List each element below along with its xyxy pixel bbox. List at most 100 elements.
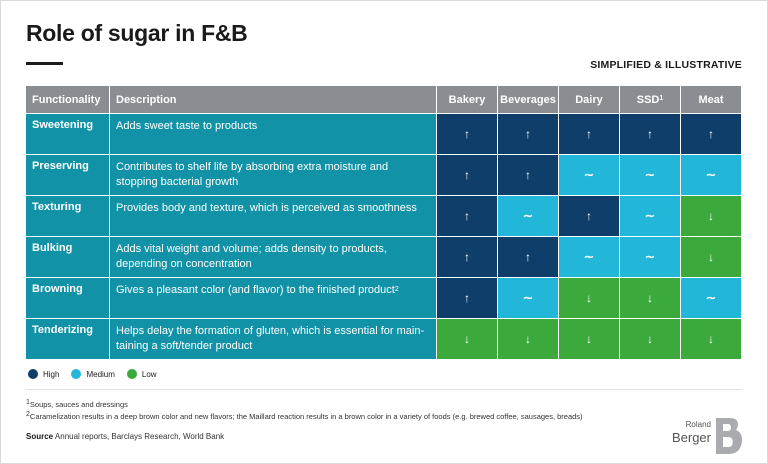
row-description: Provides body and texture, which is perc… <box>110 196 437 237</box>
table-row: Texturing Provides body and texture, whic… <box>26 196 742 237</box>
level-cell-ssd: ↓ <box>620 319 681 360</box>
row-description-text: Adds vital weight and volume; adds densi… <box>116 243 387 270</box>
legend-medium-label: Medium <box>86 369 115 379</box>
level-high-icon: ↑ <box>586 209 592 223</box>
level-high-icon: ↑ <box>525 168 531 182</box>
level-cell-beverages: ∼ <box>498 196 559 237</box>
header-bakery-label: Bakery <box>448 93 486 106</box>
row-description-text: Contributes to shelf life by absorbing e… <box>116 161 389 188</box>
level-cell-ssd: ∼ <box>620 155 681 196</box>
level-high-icon: ↑ <box>464 127 470 141</box>
row-description: Adds vital weight and volume; adds densi… <box>110 237 437 278</box>
level-medium-icon: ∼ <box>583 167 595 182</box>
level-medium-icon: ∼ <box>705 167 717 182</box>
level-high-icon: ↑ <box>464 250 470 264</box>
level-medium-icon: ∼ <box>522 290 534 305</box>
level-low-icon: ↓ <box>647 332 653 346</box>
legend-item-high: High <box>28 369 59 379</box>
level-medium-icon: ∼ <box>644 249 656 264</box>
level-cell-meat: ↓ <box>681 196 741 237</box>
level-high-icon: ↑ <box>708 127 714 141</box>
header-ssd-footnote-mark: 1 <box>659 95 664 102</box>
level-high-icon: ↑ <box>525 127 531 141</box>
level-cell-beverages: ↑ <box>498 114 559 155</box>
roland-berger-logo: Roland Berger <box>670 418 744 454</box>
level-medium-icon: ∼ <box>644 208 656 223</box>
header-description: Description <box>110 86 437 114</box>
sugar-functionality-table: Functionality Description Bakery Beverag… <box>26 86 742 360</box>
level-cell-ssd: ↓ <box>620 278 681 319</box>
level-cell-dairy: ↑ <box>559 114 620 155</box>
level-cell-dairy: ↑ <box>559 196 620 237</box>
level-cell-meat: ↑ <box>681 114 741 155</box>
row-description-text: Adds sweet taste to products <box>116 120 258 132</box>
level-cell-bakery: ↑ <box>437 237 498 278</box>
level-low-icon: ↓ <box>464 332 470 346</box>
row-functionality: Browning <box>26 278 110 319</box>
level-low-icon: ↓ <box>647 291 653 305</box>
level-cell-beverages: ↓ <box>498 319 559 360</box>
level-cell-bakery: ↑ <box>437 155 498 196</box>
level-cell-dairy: ∼ <box>559 155 620 196</box>
footnote-1-mark: 1 <box>26 399 30 406</box>
table-row: Tenderizing Helps delay the formation of … <box>26 319 742 360</box>
footer-divider <box>26 389 742 390</box>
level-high-icon: ↑ <box>464 209 470 223</box>
header-functionality: Functionality <box>26 86 110 114</box>
legend-low-label: Low <box>141 369 157 379</box>
logo-line1: Roland <box>685 420 711 429</box>
header-ssd-label: SSD <box>636 93 660 106</box>
level-cell-bakery: ↑ <box>437 278 498 319</box>
table-row: Sweetening Adds sweet taste to products ↑ ↑… <box>26 114 742 155</box>
header-meat: Meat <box>681 86 741 114</box>
footnote-1-text: Soups, sauces and dressings <box>29 400 128 409</box>
level-low-icon: ↓ <box>525 332 531 346</box>
table-row: Bulking Adds vital weight and volume; add… <box>26 237 742 278</box>
level-medium-icon: ∼ <box>522 208 534 223</box>
level-cell-dairy: ↓ <box>559 278 620 319</box>
source-label: Source <box>26 432 54 441</box>
level-high-icon: ↑ <box>464 291 470 305</box>
level-cell-bakery: ↑ <box>437 196 498 237</box>
legend-high-dot <box>28 369 38 379</box>
legend-high-label: High <box>43 369 60 379</box>
footnote-2-mark: 2 <box>26 411 30 418</box>
table-row: Browning Gives a pleasant color (and flav… <box>26 278 742 319</box>
footnote-1: 1Soups, sauces and dressings <box>26 399 128 409</box>
level-cell-dairy: ↓ <box>559 319 620 360</box>
level-medium-icon: ∼ <box>705 290 717 305</box>
level-cell-meat: ∼ <box>681 278 741 319</box>
header-dairy-label: Dairy <box>575 93 603 106</box>
level-cell-bakery: ↑ <box>437 114 498 155</box>
level-cell-ssd: ↑ <box>620 114 681 155</box>
row-description: Contributes to shelf life by absorbing e… <box>110 155 437 196</box>
level-cell-meat: ↓ <box>681 237 741 278</box>
level-cell-meat: ↓ <box>681 319 741 360</box>
header-beverages-label: Beverages <box>500 93 556 106</box>
level-cell-beverages: ↑ <box>498 155 559 196</box>
level-low-icon: ↓ <box>586 291 592 305</box>
level-high-icon: ↑ <box>586 127 592 141</box>
header-beverages: Beverages <box>498 86 559 114</box>
row-description: Gives a pleasant color (and flavor) to t… <box>110 278 437 319</box>
level-medium-icon: ∼ <box>583 249 595 264</box>
level-low-icon: ↓ <box>708 250 714 264</box>
level-cell-meat: ∼ <box>681 155 741 196</box>
level-cell-beverages: ∼ <box>498 278 559 319</box>
legend-item-medium: Medium <box>71 369 115 379</box>
header-dairy: Dairy <box>559 86 620 114</box>
logo-b-mark-icon <box>716 418 743 454</box>
level-low-icon: ↓ <box>586 332 592 346</box>
legend-low-dot <box>126 369 137 379</box>
header-meat-label: Meat <box>698 93 724 106</box>
row-description-text: Helps delay the formation of gluten, whi… <box>116 325 425 352</box>
level-low-icon: ↓ <box>708 332 714 346</box>
row-description-footnote-mark: 2 <box>394 286 399 293</box>
level-cell-ssd: ∼ <box>620 196 681 237</box>
level-high-icon: ↑ <box>464 168 470 182</box>
footnote-2-text: Caramelization results in a deep brown c… <box>29 412 583 421</box>
level-high-icon: ↑ <box>525 250 531 264</box>
footnote-2: 2Caramelization results in a deep brown … <box>26 411 583 421</box>
level-cell-dairy: ∼ <box>559 237 620 278</box>
source-text: Annual reports, Barclays Research, World… <box>54 432 225 441</box>
